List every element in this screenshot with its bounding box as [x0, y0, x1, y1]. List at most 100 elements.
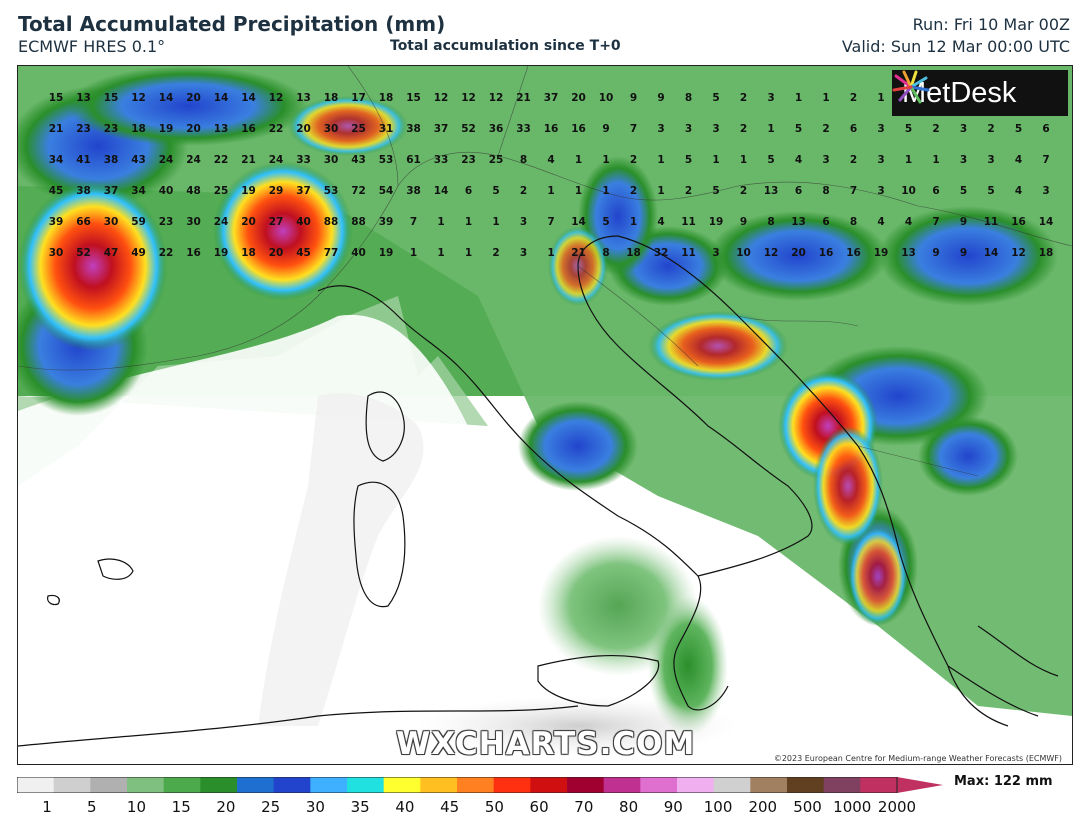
- precip-value-label: 13: [296, 92, 311, 104]
- precip-value-label: 12: [764, 247, 779, 259]
- precip-value-label: 6: [795, 185, 802, 197]
- precip-value-label: 9: [630, 92, 637, 104]
- precip-value-label: 5: [685, 154, 692, 166]
- precip-value-label: 2: [987, 123, 994, 135]
- precip-value-label: 24: [159, 154, 174, 166]
- precip-value-label: 9: [602, 123, 609, 135]
- color-scale-swatch: [750, 777, 788, 793]
- precip-value-label: 5: [905, 123, 912, 135]
- precip-value-label: 5: [795, 123, 802, 135]
- precip-value-label: 14: [159, 92, 174, 104]
- precip-value-label: 24: [214, 216, 229, 228]
- precip-value-label: 3: [767, 92, 774, 104]
- precip-value-label: 4: [547, 154, 554, 166]
- color-scale-swatch: [310, 777, 348, 793]
- color-scale-tick-label: 90: [663, 798, 683, 816]
- precip-value-label: 3: [960, 123, 967, 135]
- precip-value-label: 23: [76, 123, 91, 135]
- precip-value-label: 3: [685, 123, 692, 135]
- precip-value-label: 17: [351, 92, 366, 104]
- precip-value-label: 30: [186, 216, 201, 228]
- precip-value-label: 7: [932, 216, 939, 228]
- precip-value-label: 3: [960, 154, 967, 166]
- precip-value-label: 1: [465, 247, 472, 259]
- color-scale-swatch: [383, 777, 421, 793]
- precip-value-label: 1: [657, 154, 664, 166]
- precip-value-label: 12: [461, 92, 476, 104]
- precip-value-label: 4: [1015, 154, 1022, 166]
- precip-value-label: 9: [740, 216, 747, 228]
- precip-value-label: 1: [740, 154, 747, 166]
- precip-value-label: 3: [1042, 185, 1049, 197]
- precip-value-label: 8: [602, 247, 609, 259]
- precip-value-label: 88: [351, 216, 366, 228]
- precip-value-label: 13: [76, 92, 91, 104]
- precip-value-label: 21: [571, 247, 586, 259]
- precip-value-label: 1: [547, 247, 554, 259]
- precip-value-label: 14: [984, 247, 999, 259]
- precip-value-label: 25: [489, 154, 504, 166]
- precip-value-label: 23: [104, 123, 119, 135]
- precip-value-label: 2: [685, 185, 692, 197]
- precip-value-label: 13: [764, 185, 779, 197]
- precip-value-label: 19: [709, 216, 724, 228]
- precip-value-label: 53: [324, 185, 339, 197]
- precip-value-label: 38: [76, 185, 91, 197]
- precip-value-label: 11: [681, 216, 696, 228]
- precip-value-label: 19: [159, 123, 174, 135]
- model-label: ECMWF HRES 0.1°: [18, 37, 166, 56]
- run-label: Run: Fri 10 Mar 00Z: [912, 15, 1070, 34]
- precip-value-label: 38: [406, 185, 421, 197]
- precip-value-label: 49: [131, 247, 146, 259]
- precip-value-label: 29: [269, 185, 284, 197]
- precip-value-label: 3: [657, 123, 664, 135]
- precip-value-label: 11: [984, 216, 999, 228]
- precip-value-label: 14: [571, 216, 586, 228]
- precip-value-label: 6: [822, 216, 829, 228]
- precip-value-label: 5: [1015, 123, 1022, 135]
- precip-value-label: 18: [241, 247, 256, 259]
- wxcharts-watermark: WXCHARTS.COM: [396, 726, 696, 762]
- precip-value-label: 8: [520, 154, 527, 166]
- precip-value-label: 1: [465, 216, 472, 228]
- precip-value-label: 16: [819, 247, 834, 259]
- precip-value-label: 3: [987, 154, 994, 166]
- precip-value-label: 4: [1015, 185, 1022, 197]
- color-scale-swatch: [273, 777, 311, 793]
- precip-value-label: 72: [351, 185, 366, 197]
- precip-value-label: 38: [406, 123, 421, 135]
- color-scale-swatch: [90, 777, 128, 793]
- precip-value-label: 14: [1039, 216, 1054, 228]
- metdesk-logo-icon: [892, 70, 930, 104]
- color-scale-tick-label: 15: [171, 798, 191, 816]
- precip-value-label: 5: [960, 185, 967, 197]
- precip-value-label: 52: [461, 123, 476, 135]
- precip-value-label: 40: [351, 247, 366, 259]
- precip-value-label: 2: [520, 185, 527, 197]
- precip-value-label: 18: [626, 247, 641, 259]
- precip-value-label: 3: [712, 247, 719, 259]
- precip-value-label: 13: [901, 247, 916, 259]
- precip-value-label: 9: [960, 247, 967, 259]
- precip-value-label: 4: [795, 154, 802, 166]
- precip-value-label: 4: [877, 216, 884, 228]
- precip-value-label: 5: [712, 185, 719, 197]
- precip-value-label: 10: [901, 185, 916, 197]
- precip-value-label: 24: [186, 154, 201, 166]
- precip-value-label: 53: [379, 154, 394, 166]
- precip-value-label: 3: [822, 154, 829, 166]
- precip-value-label: 3: [520, 247, 527, 259]
- valid-label: Valid: Sun 12 Mar 00:00 UTC: [841, 37, 1070, 56]
- precip-value-label: 12: [489, 92, 504, 104]
- precip-value-label: 31: [379, 123, 394, 135]
- precip-value-label: 5: [767, 154, 774, 166]
- precip-value-label: 8: [822, 185, 829, 197]
- precip-value-label: 32: [654, 247, 669, 259]
- precip-value-label: 2: [850, 92, 857, 104]
- color-scale-tick-label: 2000: [877, 798, 917, 816]
- precip-value-label: 33: [434, 154, 449, 166]
- precip-value-label: 33: [516, 123, 531, 135]
- precip-value-label: 2: [822, 123, 829, 135]
- precip-value-label: 2: [740, 92, 747, 104]
- color-scale-swatch: [713, 777, 751, 793]
